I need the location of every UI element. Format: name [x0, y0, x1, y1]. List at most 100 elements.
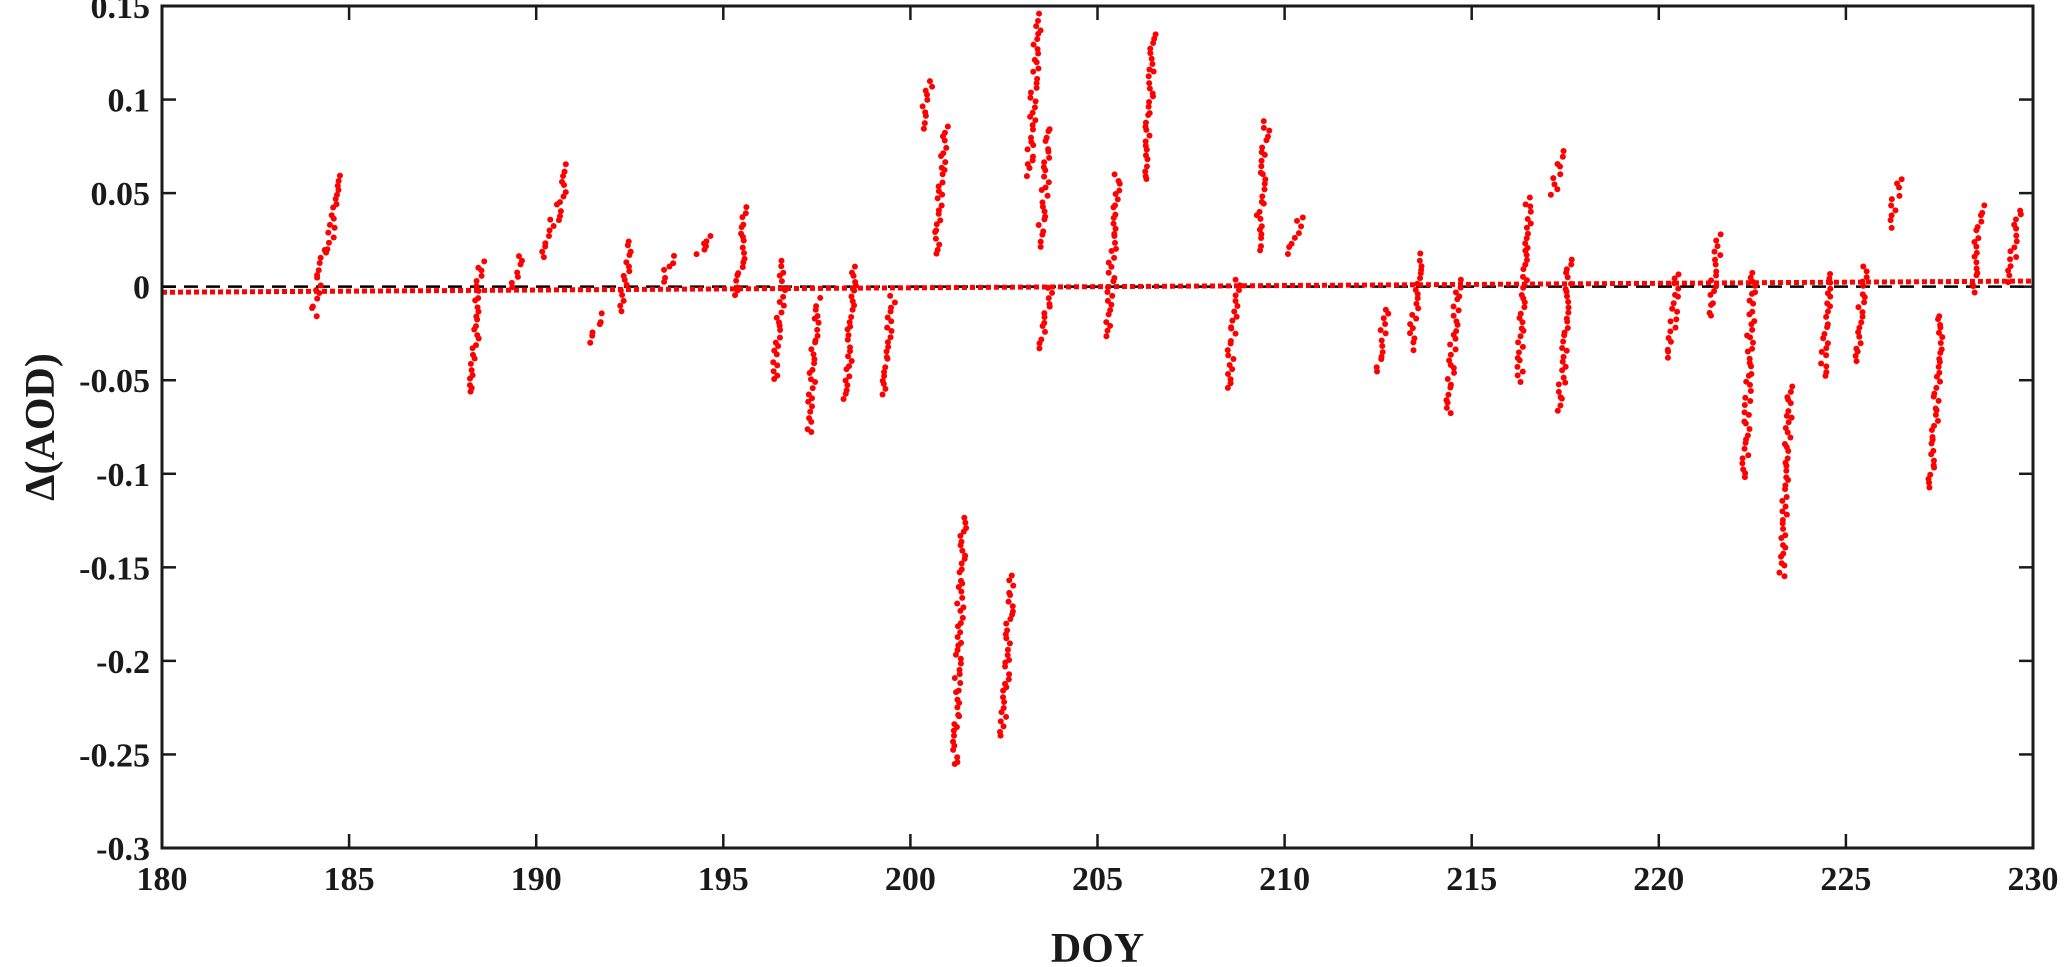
data-point [1006, 577, 1013, 584]
data-point [620, 297, 627, 304]
data-point [1115, 178, 1122, 185]
data-point [1382, 330, 1389, 337]
data-point [1104, 289, 1111, 296]
data-point [879, 377, 886, 384]
data-point [1450, 312, 1457, 319]
data-point [950, 738, 957, 745]
data-point [1104, 297, 1111, 304]
data-point [1227, 337, 1234, 344]
data-point [1551, 181, 1558, 188]
data-point [1257, 243, 1264, 250]
data-point [1936, 313, 1943, 320]
data-point [556, 199, 563, 206]
data-point [1933, 384, 1940, 391]
data-point [1748, 370, 1755, 377]
x-tick-label: 205 [1072, 861, 1123, 898]
x-tick-label: 210 [1259, 861, 1310, 898]
data-point [956, 671, 963, 678]
data-point [1859, 291, 1866, 298]
data-point [550, 223, 557, 230]
data-point [1527, 208, 1534, 215]
data-point [1523, 224, 1530, 231]
data-point [958, 560, 965, 567]
data-point [1565, 304, 1572, 311]
data-point [1258, 149, 1265, 156]
data-point [1041, 159, 1048, 166]
data-point [623, 259, 630, 266]
data-point [1565, 309, 1572, 316]
data-point [1675, 271, 1682, 278]
data-point [1782, 532, 1789, 539]
data-point [954, 634, 961, 641]
data-point [1447, 362, 1454, 369]
data-point [1708, 277, 1715, 284]
data-point [1564, 274, 1571, 281]
data-point [940, 150, 947, 157]
y-tick-label: -0.15 [79, 550, 150, 587]
y-tick-label: -0.1 [96, 457, 150, 494]
data-point [929, 83, 936, 90]
data-point [1565, 298, 1572, 305]
data-point [1936, 356, 1943, 363]
data-point [1107, 307, 1114, 314]
data-point [1888, 224, 1895, 231]
data-point [1522, 240, 1529, 247]
data-point [1739, 455, 1746, 462]
data-point [957, 620, 964, 627]
data-point [1740, 466, 1747, 473]
data-point [1936, 329, 1943, 336]
data-point [1563, 347, 1570, 354]
data-point [960, 604, 967, 611]
data-point [1108, 301, 1115, 308]
data-point [777, 327, 784, 334]
data-point [1107, 322, 1114, 329]
data-point [1779, 517, 1786, 524]
data-point [1261, 186, 1268, 193]
data-point [1547, 191, 1554, 198]
data-point [1527, 220, 1534, 227]
data-point [1044, 192, 1051, 199]
data-point [1742, 394, 1749, 401]
data-point [1823, 345, 1830, 352]
data-point [1259, 193, 1266, 200]
data-point [626, 268, 633, 275]
data-point [468, 367, 475, 374]
data-point [540, 254, 547, 261]
data-point [1711, 248, 1718, 255]
data-point [1004, 652, 1011, 659]
data-point [1111, 230, 1118, 237]
data-point [1788, 414, 1795, 421]
data-point [1029, 153, 1036, 160]
data-point [1863, 274, 1870, 281]
data-point [331, 224, 338, 231]
data-point [1002, 680, 1009, 687]
data-point [1827, 270, 1834, 277]
data-point [888, 304, 895, 311]
data-point [1000, 723, 1007, 730]
data-point [625, 238, 632, 245]
data-point [1149, 90, 1156, 97]
data-point [815, 319, 822, 326]
data-point [1027, 89, 1034, 96]
data-point [1747, 387, 1754, 394]
data-point [891, 299, 898, 306]
data-point [1046, 154, 1053, 161]
data-point [1787, 434, 1794, 441]
data-point [1235, 287, 1242, 294]
data-point [997, 718, 1004, 725]
data-point [1778, 560, 1785, 567]
data-point [546, 227, 553, 234]
data-point [617, 287, 624, 294]
x-tick-label: 185 [324, 861, 375, 898]
data-point [314, 272, 321, 279]
data-point [620, 272, 627, 279]
data-point [924, 96, 931, 103]
data-point [1443, 397, 1450, 404]
data-point [1555, 388, 1562, 395]
data-point [1706, 309, 1713, 316]
data-point [811, 356, 818, 363]
data-point [1746, 355, 1753, 362]
data-point [1046, 126, 1053, 133]
data-point [1826, 275, 1833, 282]
data-point [558, 178, 565, 185]
